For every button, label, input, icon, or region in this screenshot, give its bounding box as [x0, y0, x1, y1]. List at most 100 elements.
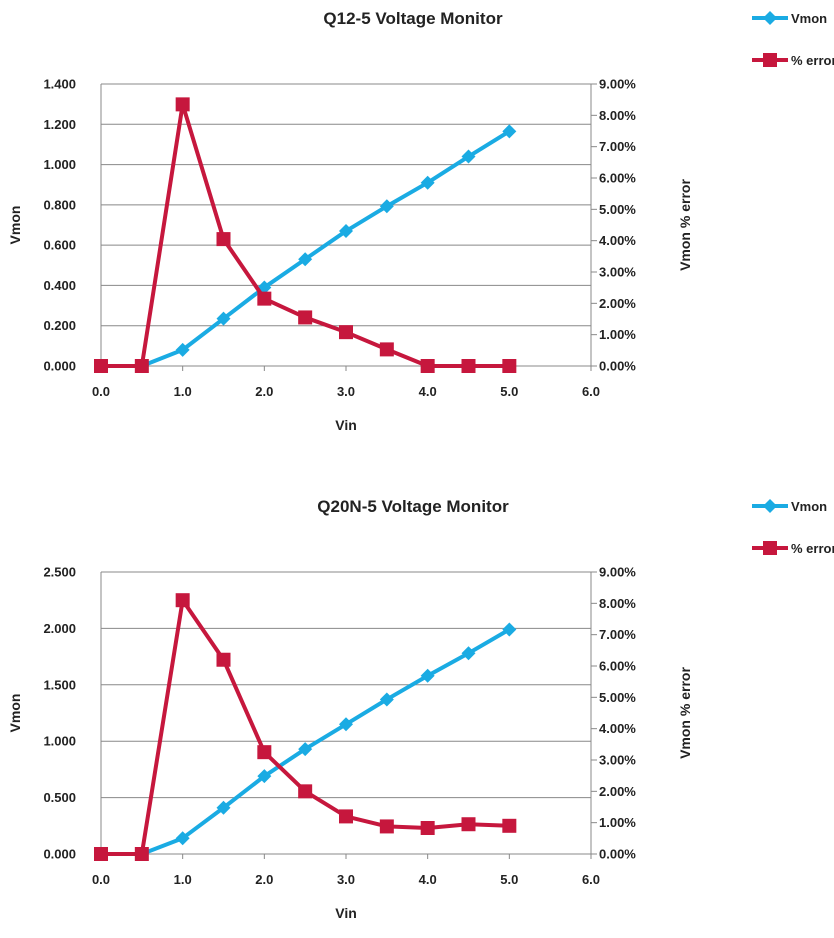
chart-2-error-point [461, 817, 476, 832]
chart-2-y-tick-label: 2.500 [43, 565, 76, 580]
chart-1-vmon-point [339, 224, 353, 239]
chart-2-error-point [502, 818, 517, 833]
chart-1-y2-tick-label: 7.00% [599, 139, 636, 154]
chart-1-y2-tick-label: 4.00% [599, 233, 636, 248]
chart-2-y2-tick-label: 7.00% [599, 627, 636, 642]
chart-2-error-point [134, 847, 149, 861]
chart-1-error-point [298, 310, 313, 325]
chart-1-legend-diamond-icon [763, 11, 777, 25]
chart-1-x-tick-label: 1.0 [174, 384, 192, 399]
chart-1-vmon-point [379, 199, 394, 214]
chart-2-error-point [339, 809, 353, 824]
chart-2-x-tick-label: 0.0 [92, 872, 110, 887]
chart-1-y-axis-label: Vmon [7, 206, 23, 245]
chart-2-x-tick-label: 1.0 [174, 872, 192, 887]
chart-2-vmon-point [257, 769, 272, 784]
chart-2-y2-tick-label: 3.00% [599, 753, 636, 768]
chart-1-y2-tick-label: 3.00% [599, 265, 636, 280]
chart-1-vmon-point [461, 149, 476, 164]
chart-1-error-point [461, 359, 476, 373]
chart-1-vmon-point [216, 311, 231, 326]
chart-2-y2-tick-label: 9.00% [599, 565, 636, 580]
chart-1-y2-tick-label: 5.00% [599, 202, 636, 217]
chart-1-error-point [420, 359, 435, 373]
chart-1-y-tick-label: 0.000 [43, 359, 76, 374]
chart-2-x-tick-label: 5.0 [500, 872, 518, 887]
chart-2-x-tick-label: 2.0 [255, 872, 273, 887]
chart-q20n-5-svg: Q20N-5 Voltage Monitor 0.000 0.500 1.000 1.5… [7, 497, 834, 921]
chart-2-legend-square-icon [763, 541, 777, 555]
chart-q12-5: Q12-5 Voltage Monitor 0.000 0.200 0.400 0.60… [0, 0, 834, 440]
chart-2-y2-tick-label: 1.00% [599, 815, 636, 830]
chart-2-error-point [420, 820, 435, 835]
chart-1-x-axis-label: Vin [335, 417, 357, 433]
chart-2-vmon-point [420, 668, 435, 683]
chart-2-x-tick-label: 6.0 [582, 872, 600, 887]
chart-1-y2-tick-label: 6.00% [599, 171, 636, 186]
chart-1-vmon-point [175, 342, 190, 357]
chart-2-error-point [298, 784, 313, 799]
chart-1-legend-label: Vmon [791, 11, 827, 26]
chart-2-legend-label: Vmon [791, 499, 827, 514]
chart-1-x-tick-label: 2.0 [255, 384, 273, 399]
chart-2-vmon-point [175, 831, 190, 846]
chart-2-y2-tick-label: 6.00% [599, 659, 636, 674]
chart-1-y2-tick-label: 8.00% [599, 108, 636, 123]
chart-1-title: Q12-5 Voltage Monitor [323, 9, 503, 28]
chart-2-error-point [94, 847, 108, 861]
chart-2-y-tick-label: 0.500 [43, 790, 76, 805]
chart-1-error-point [379, 342, 394, 357]
chart-2-error-point [379, 819, 394, 834]
chart-1-y-tick-label: 0.800 [43, 197, 76, 212]
chart-1-y2-tick-label: 1.00% [599, 327, 636, 342]
chart-1-y-tick-label: 1.000 [43, 157, 76, 172]
chart-q20n-5: Q20N-5 Voltage Monitor 0.000 0.500 1.000 1.5… [0, 488, 834, 928]
chart-1-error-point [216, 232, 231, 247]
chart-2-vmon-point [339, 717, 353, 732]
chart-2-legend-diamond-icon [763, 499, 777, 513]
chart-1-y2-tick-label: 2.00% [599, 296, 636, 311]
chart-2-y2-tick-label: 0.00% [599, 847, 636, 862]
chart-2-y-axis-label: Vmon [7, 694, 23, 733]
chart-2-title: Q20N-5 Voltage Monitor [317, 497, 509, 516]
chart-1-y2-tick-label: 9.00% [599, 77, 636, 92]
chart-q12-5-svg: Q12-5 Voltage Monitor 0.000 0.200 0.400 0.60… [7, 9, 834, 433]
chart-1-y-tick-label: 0.600 [43, 238, 76, 253]
chart-1-error-point [134, 359, 149, 373]
chart-1-error-point [339, 325, 353, 340]
chart-1-x-tick-label: 4.0 [419, 384, 437, 399]
chart-1-x-tick-label: 5.0 [500, 384, 518, 399]
chart-2-vmon-point [379, 692, 394, 707]
chart-1-x-tick-label: 6.0 [582, 384, 600, 399]
chart-1-error-point [257, 291, 272, 306]
chart-1-y2-axis-label: Vmon % error [677, 179, 693, 271]
chart-2-error-point [257, 745, 272, 760]
chart-2-vmon-point [298, 742, 313, 757]
chart-2-series-error-line [101, 598, 510, 856]
chart-2-y-tick-label: 1.000 [43, 734, 76, 749]
chart-1-vmon-point [298, 252, 313, 267]
chart-1-y-tick-label: 0.400 [43, 278, 76, 293]
chart-1-vmon-point [502, 124, 517, 139]
chart-1-series-vmon-line [101, 129, 511, 368]
chart-1-y-tick-label: 1.200 [43, 117, 76, 132]
chart-2-legend-label: % error [791, 541, 834, 556]
chart-1-vmon-point [420, 175, 435, 190]
chart-1-y-tick-label: 0.200 [43, 318, 76, 333]
chart-1-error-point [175, 97, 190, 112]
chart-2-y2-axis-label: Vmon % error [677, 667, 693, 759]
chart-1-legend-square-icon [763, 53, 777, 67]
chart-2-y-tick-label: 2.000 [43, 621, 76, 636]
chart-1-y-tick-label: 1.400 [43, 77, 76, 92]
chart-1-x-tick-label: 0.0 [92, 384, 110, 399]
chart-2-vmon-point [502, 622, 517, 637]
chart-2-y2-tick-label: 8.00% [599, 596, 636, 611]
chart-1-legend-label: % error [791, 53, 834, 68]
chart-1-series-error-line [101, 102, 510, 368]
chart-2-error-point [175, 593, 190, 608]
chart-1-error-point [94, 359, 108, 373]
chart-2-x-axis-label: Vin [335, 905, 357, 921]
chart-2-vmon-point [216, 800, 231, 815]
chart-2-y-tick-label: 1.500 [43, 677, 76, 692]
chart-1-x-tick-label: 3.0 [337, 384, 355, 399]
